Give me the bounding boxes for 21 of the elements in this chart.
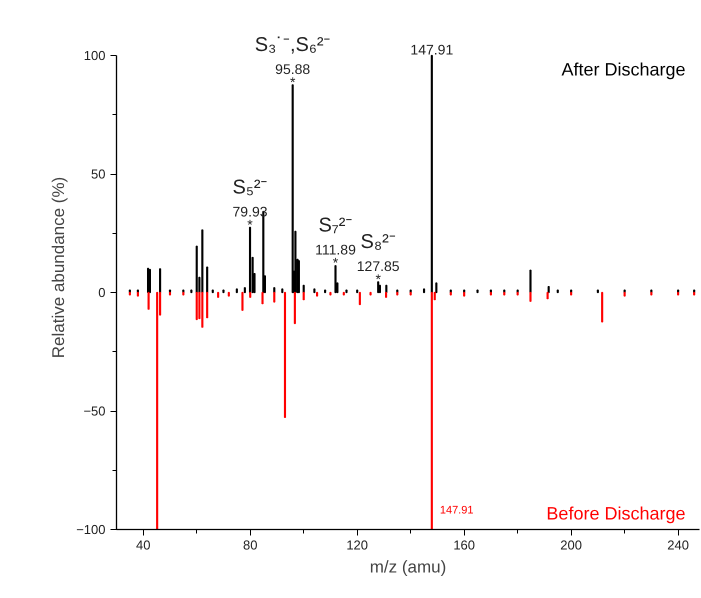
- text: After Discharge: [561, 60, 686, 80]
- x-tick-label: 200: [560, 538, 582, 552]
- annotation: 147.91: [440, 504, 474, 516]
- annotation: S₃˙⁻,S₆²⁻: [254, 34, 331, 56]
- y-tick-label: 0: [98, 285, 106, 300]
- text: Before Discharge: [546, 504, 686, 524]
- y-tick-label: −100: [76, 522, 106, 537]
- y-tick-label: −50: [83, 404, 106, 418]
- x-axis-title: m/z (amu): [370, 558, 446, 576]
- x-tick-label: 240: [667, 538, 689, 552]
- x-tick-label: 40: [136, 538, 150, 552]
- annotation: S₇²⁻: [318, 214, 352, 237]
- annotation: S₅²⁻: [232, 176, 268, 198]
- x-tick-label: 120: [346, 538, 368, 552]
- x-tick-label: 160: [453, 538, 476, 552]
- y-axis-title: Relative abundance (%): [49, 176, 68, 358]
- y-tick-label: 50: [91, 166, 106, 182]
- annotation: S₈²⁻: [360, 230, 396, 253]
- x-tick-label: 80: [242, 538, 258, 552]
- y-tick-label: 100: [84, 48, 106, 63]
- annotation: 147.91: [410, 42, 454, 58]
